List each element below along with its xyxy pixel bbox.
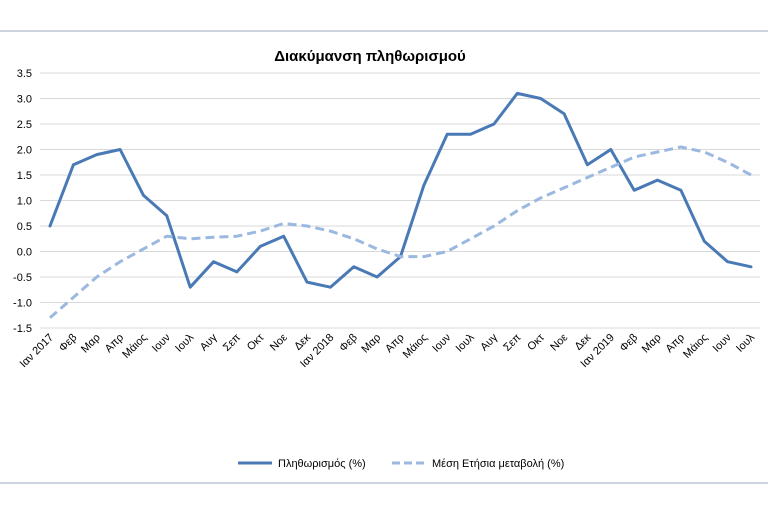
y-tick-label: -0.5 xyxy=(13,272,32,284)
x-tick-label: Σεπ xyxy=(501,331,523,353)
x-tick-label: Οκτ xyxy=(525,331,547,353)
x-tick-label: Ιουν xyxy=(430,331,453,354)
y-tick-label: 2.0 xyxy=(17,145,32,157)
x-tick-label: Φεβ xyxy=(337,332,360,355)
x-tick-label: Μάιος xyxy=(681,332,710,361)
x-tick-label: Φεβ xyxy=(57,332,80,355)
x-tick-label: Ιουλ xyxy=(734,331,757,354)
x-tick-label: Ιουν xyxy=(711,331,734,354)
y-axis: 3.5 3.0 2.5 2.0 1.5 1.0 0.5 0.0 -0.5 -1.0 -1.5 xyxy=(13,68,32,335)
y-tick-label: -1.0 xyxy=(13,298,32,310)
chart-title: Διακύμανση πληθωρισμού xyxy=(274,48,466,65)
x-tick-label: Αυγ xyxy=(198,331,220,353)
x-tick-label: Αυγ xyxy=(478,331,500,353)
y-tick-label: 1.5 xyxy=(17,170,32,182)
x-tick-label: Μάιος xyxy=(401,332,430,361)
x-tick-label: Μαρ xyxy=(640,332,664,356)
x-tick-label: Οκτ xyxy=(245,331,267,353)
x-tick-label: Μάιος xyxy=(120,332,149,361)
y-tick-label: -1.5 xyxy=(13,323,32,335)
legend: Πληθωρισμός (%) Μέση Ετήσια μεταβολή (%) xyxy=(238,458,564,470)
x-tick-label: Νοε xyxy=(548,332,570,354)
x-tick-label: Ιουν xyxy=(150,331,173,354)
x-tick-label: Ιαν 2017 xyxy=(18,332,57,371)
x-tick-label: Ιουλ xyxy=(173,331,196,354)
x-tick-label: Μαρ xyxy=(359,332,383,356)
series-line-1 xyxy=(48,91,753,289)
y-tick-label: 2.5 xyxy=(17,119,32,131)
series-lines xyxy=(48,91,753,319)
legend-label-2: Μέση Ετήσια μεταβολή (%) xyxy=(432,458,564,470)
x-tick-label: Νοε xyxy=(268,332,290,354)
y-tick-label: 0.0 xyxy=(17,247,32,259)
x-tick-label: Ιουλ xyxy=(454,331,477,354)
x-tick-label: Σεπ xyxy=(221,331,243,353)
gridlines xyxy=(40,72,760,329)
series-line-2 xyxy=(49,145,752,319)
x-tick-label: Φεβ xyxy=(618,332,641,355)
x-tick-label: Μαρ xyxy=(79,332,103,356)
y-tick-label: 1.0 xyxy=(17,196,32,208)
y-tick-label: 3.5 xyxy=(17,68,32,80)
y-tick-label: 3.0 xyxy=(17,94,32,106)
legend-label-1: Πληθωρισμός (%) xyxy=(278,458,366,470)
y-tick-label: 0.5 xyxy=(17,221,32,233)
